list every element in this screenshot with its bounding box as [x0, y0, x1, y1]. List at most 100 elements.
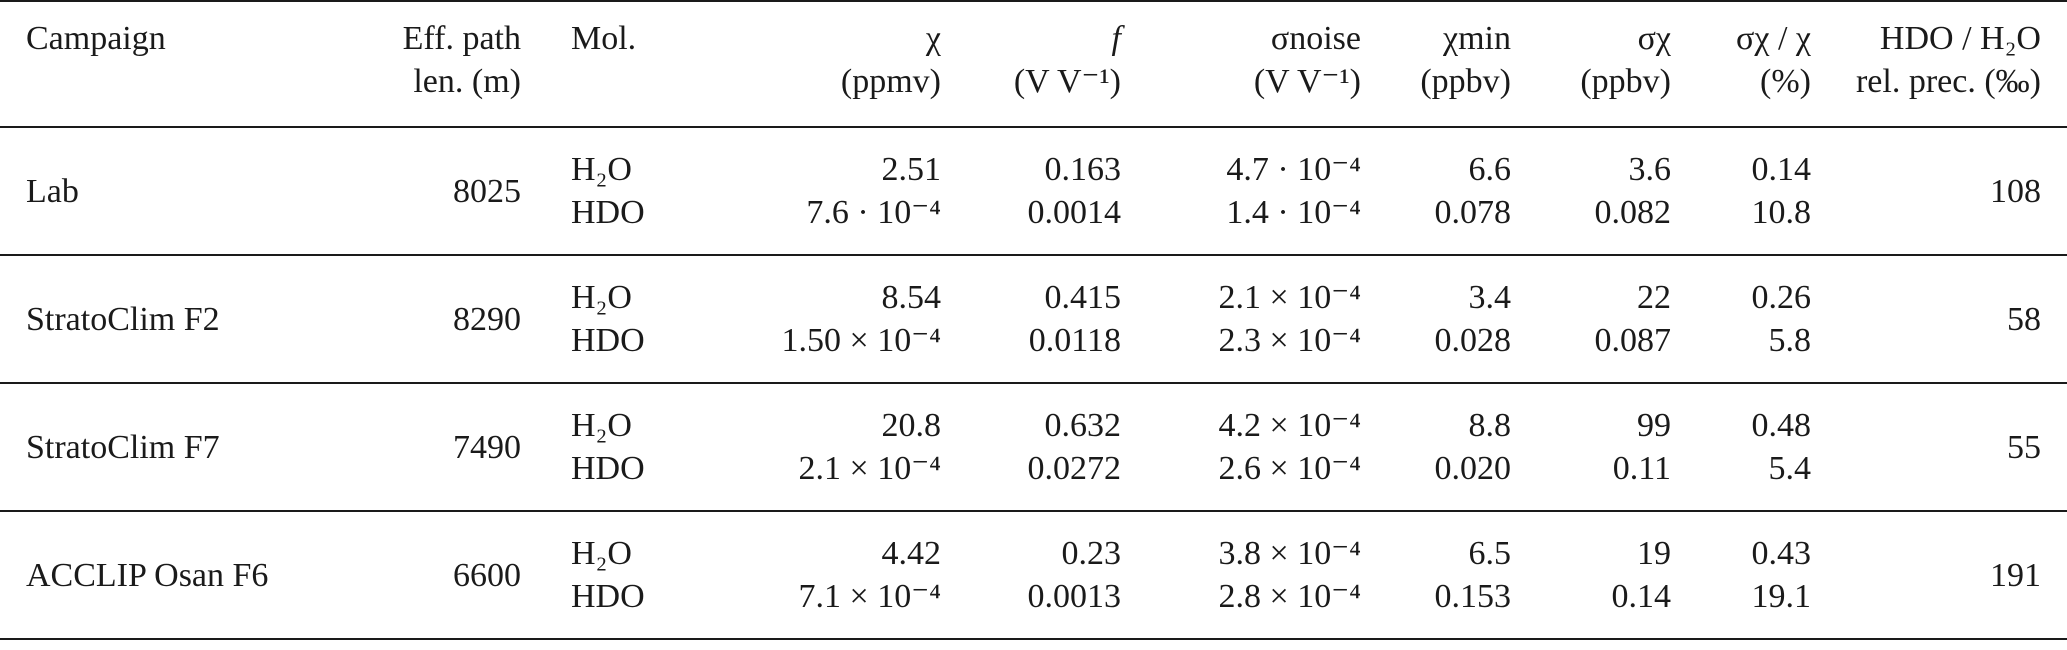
cell-campaign: ACCLIP Osan F6: [26, 556, 269, 594]
cell-sigma-chi: 22 0.087: [1521, 255, 1681, 383]
cell-value-hdo: 1.50 × 10⁻⁴: [781, 322, 941, 359]
header-unit: (V V⁻¹): [1013, 63, 1121, 100]
cell-molecule-hdo: HDO: [571, 450, 645, 487]
cell-value-hdo: 0.14: [1611, 578, 1672, 615]
header-text: χ: [925, 20, 941, 57]
cell-chi-min: 3.4 0.028: [1371, 255, 1521, 383]
cell-path-length: 7490: [453, 428, 521, 466]
table-row: Lab 8025 H₂O HDO 2.51 7.6 · 10⁻⁴ 0.163 0.00…: [0, 127, 2067, 255]
cell-value-hdo: 2.1 × 10⁻⁴: [798, 450, 941, 487]
cell-chi: 20.8 2.1 × 10⁻⁴: [711, 383, 951, 511]
header-text: Mol.: [571, 20, 637, 57]
cell-molecule-h2o: H₂O: [571, 151, 632, 188]
cell-value-hdo: 0.0118: [1028, 322, 1121, 359]
cell-value-hdo: 0.153: [1434, 578, 1512, 615]
header-chi-min: χmin (ppbv): [1371, 0, 1521, 128]
cell-value-h2o: 0.14: [1751, 151, 1812, 188]
cell-relative-precision: 0.48 5.4: [1681, 383, 1821, 511]
cell-chi: 2.51 7.6 · 10⁻⁴: [711, 127, 951, 255]
cell-value-h2o: 22: [1637, 279, 1671, 316]
header-relative-precision: σχ / χ (%): [1681, 0, 1821, 128]
cell-path-length: 8025: [453, 172, 521, 210]
header-sigma-noise: σnoise (V V⁻¹): [1131, 0, 1371, 128]
table-row: ACCLIP Osan F6 6600 H₂O HDO 4.42 7.1 × 10⁻…: [0, 511, 2067, 639]
header-text: f: [1111, 20, 1121, 57]
header-unit: (ppmv): [840, 63, 941, 100]
cell-value-hdo: 0.082: [1594, 194, 1672, 231]
header-f: f (V V⁻¹): [951, 0, 1131, 128]
cell-value-h2o: 6.5: [1468, 535, 1512, 572]
cell-molecule-hdo: HDO: [571, 194, 645, 231]
cell-f: 0.23 0.0013: [951, 511, 1131, 639]
cell-sigma-chi: 99 0.11: [1521, 383, 1681, 511]
cell-value-h2o: 0.415: [1044, 279, 1122, 316]
cell-value-h2o: 2.1 × 10⁻⁴: [1218, 279, 1361, 316]
header-text: Eff. path: [402, 20, 521, 57]
header-text: σnoise: [1270, 20, 1361, 57]
cell-value-h2o: 4.7 · 10⁻⁴: [1226, 151, 1361, 188]
cell-isotope-ratio-precision: 191: [1990, 556, 2041, 594]
cell-chi-min: 6.6 0.078: [1371, 127, 1521, 255]
cell-value-hdo: 0.0013: [1027, 578, 1122, 615]
cell-value-hdo: 5.4: [1768, 450, 1812, 487]
cell-value-h2o: 8.54: [881, 279, 942, 316]
cell-value-hdo: 0.0272: [1027, 450, 1122, 487]
cell-value-h2o: 0.632: [1044, 407, 1122, 444]
table-row: StratoClim F7 7490 H₂O HDO 20.8 2.1 × 10⁻⁴…: [0, 383, 2067, 511]
cell-f: 0.632 0.0272: [951, 383, 1131, 511]
cell-chi: 4.42 7.1 × 10⁻⁴: [711, 511, 951, 639]
cell-sigma-chi: 19 0.14: [1521, 511, 1681, 639]
cell-campaign: StratoClim F7: [26, 428, 220, 466]
cell-molecule: H₂O HDO: [531, 511, 711, 639]
cell-value-h2o: 0.26: [1751, 279, 1812, 316]
cell-isotope-ratio-precision: 55: [2007, 428, 2041, 466]
cell-chi-min: 6.5 0.153: [1371, 511, 1521, 639]
cell-value-h2o: 3.8 × 10⁻⁴: [1218, 535, 1361, 572]
cell-value-h2o: 20.8: [881, 407, 942, 444]
cell-value-hdo: 0.0014: [1027, 194, 1122, 231]
header-text: Campaign: [26, 20, 166, 57]
cell-molecule-h2o: H₂O: [571, 535, 632, 572]
header-text: HDO / H₂O: [1879, 20, 2041, 57]
cell-molecule-h2o: H₂O: [571, 407, 632, 444]
cell-molecule-hdo: HDO: [571, 322, 645, 359]
cell-value-h2o: 2.51: [881, 151, 942, 188]
cell-chi-min: 8.8 0.020: [1371, 383, 1521, 511]
cell-value-hdo: 10.8: [1751, 194, 1812, 231]
cell-value-hdo: 7.1 × 10⁻⁴: [798, 578, 941, 615]
cell-value-h2o: 0.48: [1751, 407, 1812, 444]
cell-f: 0.163 0.0014: [951, 127, 1131, 255]
header-unit: (ppbv): [1580, 63, 1671, 100]
cell-molecule: H₂O HDO: [531, 127, 711, 255]
cell-value-hdo: 0.11: [1612, 450, 1671, 487]
cell-molecule-h2o: H₂O: [571, 279, 632, 316]
cell-chi: 8.54 1.50 × 10⁻⁴: [711, 255, 951, 383]
header-text: χmin: [1443, 20, 1511, 57]
cell-value-h2o: 8.8: [1468, 407, 1512, 444]
cell-isotope-ratio-precision: 108: [1990, 172, 2041, 210]
header-path-length: Eff. path len. (m): [361, 0, 531, 128]
header-unit: (V V⁻¹): [1253, 63, 1361, 100]
cell-sigma-noise: 2.1 × 10⁻⁴ 2.3 × 10⁻⁴: [1131, 255, 1371, 383]
cell-value-hdo: 2.8 × 10⁻⁴: [1218, 578, 1361, 615]
header-unit: rel. prec. (‰): [1855, 63, 2041, 100]
cell-molecule: H₂O HDO: [531, 383, 711, 511]
cell-value-hdo: 0.028: [1434, 322, 1512, 359]
cell-relative-precision: 0.14 10.8: [1681, 127, 1821, 255]
header-unit: (%): [1760, 63, 1811, 100]
cell-value-h2o: 19: [1637, 535, 1671, 572]
header-text: σχ / χ: [1736, 20, 1811, 57]
cell-value-h2o: 4.2 × 10⁻⁴: [1218, 407, 1361, 444]
cell-value-h2o: 3.6: [1628, 151, 1672, 188]
header-row: Campaign Eff. path len. (m) Mol. χ (ppmv) …: [0, 0, 2067, 128]
cell-value-h2o: 4.42: [881, 535, 942, 572]
cell-isotope-ratio-precision: 58: [2007, 300, 2041, 338]
cell-value-h2o: 3.4: [1468, 279, 1512, 316]
cell-campaign: Lab: [26, 172, 79, 210]
table-row: StratoClim F2 8290 H₂O HDO 8.54 1.50 × 10⁻…: [0, 255, 2067, 383]
cell-sigma-chi: 3.6 0.082: [1521, 127, 1681, 255]
cell-value-hdo: 0.087: [1594, 322, 1672, 359]
cell-value-h2o: 6.6: [1468, 151, 1512, 188]
header-chi: χ (ppmv): [711, 0, 951, 128]
